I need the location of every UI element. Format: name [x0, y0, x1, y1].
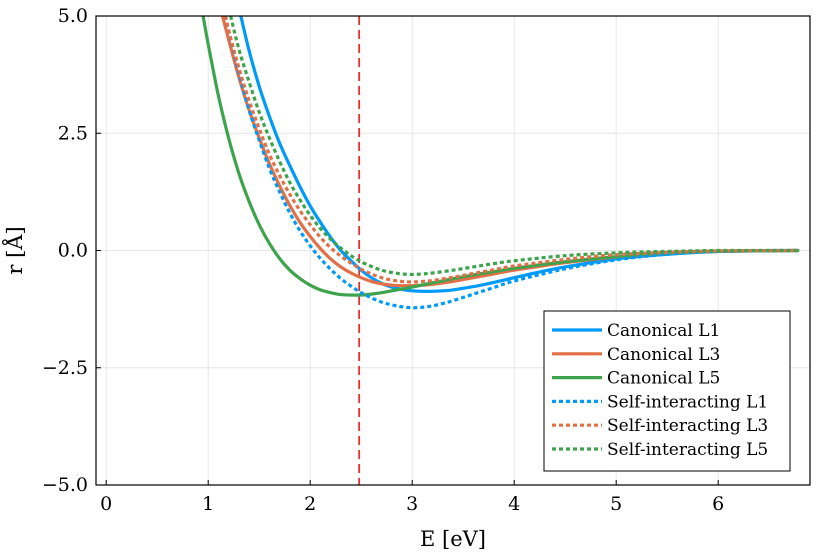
plot-area — [201, 16, 800, 485]
y-axis-label: r [Å] — [2, 226, 27, 274]
y-tick-label: 5.0 — [58, 5, 88, 27]
x-tick-label: 3 — [406, 493, 418, 515]
series-line-self-interacting-l5 — [229, 16, 798, 277]
x-tick-label: 1 — [202, 493, 214, 515]
y-tick-label: −5.0 — [42, 474, 88, 496]
legend-label: Canonical L3 — [607, 345, 720, 365]
legend-label: Self-interacting L5 — [607, 440, 768, 460]
legend-label: Self-interacting L1 — [607, 392, 768, 412]
x-tick-label: 4 — [508, 493, 520, 515]
series-line-self-interacting-l1 — [223, 16, 798, 310]
x-axis-label: E [eV] — [420, 527, 486, 551]
y-tick-label: 0.0 — [58, 240, 88, 262]
legend-label: Canonical L1 — [607, 321, 720, 341]
x-tick-label: 5 — [610, 493, 622, 515]
x-tick-label: 0 — [100, 493, 112, 515]
legend-label: Canonical L5 — [607, 369, 720, 389]
legend-label: Self-interacting L3 — [607, 416, 768, 436]
series-line-canonical-l5 — [201, 16, 800, 297]
x-tick-label: 6 — [712, 493, 724, 515]
y-tick-label: 2.5 — [58, 122, 88, 144]
legend: Canonical L1 Canonical L3 Canonical L5 Self… — [543, 310, 791, 472]
series-line-canonical-l3 — [220, 16, 800, 288]
x-tick-label: 2 — [304, 493, 316, 515]
y-tick-label: −2.5 — [42, 357, 88, 379]
series-line-self-interacting-l3 — [223, 16, 798, 284]
ticks: 0 1 2 3 4 5 6 −5.0 −2.5 0.0 2.5 5.0 — [42, 5, 724, 515]
legend-box — [543, 310, 791, 472]
